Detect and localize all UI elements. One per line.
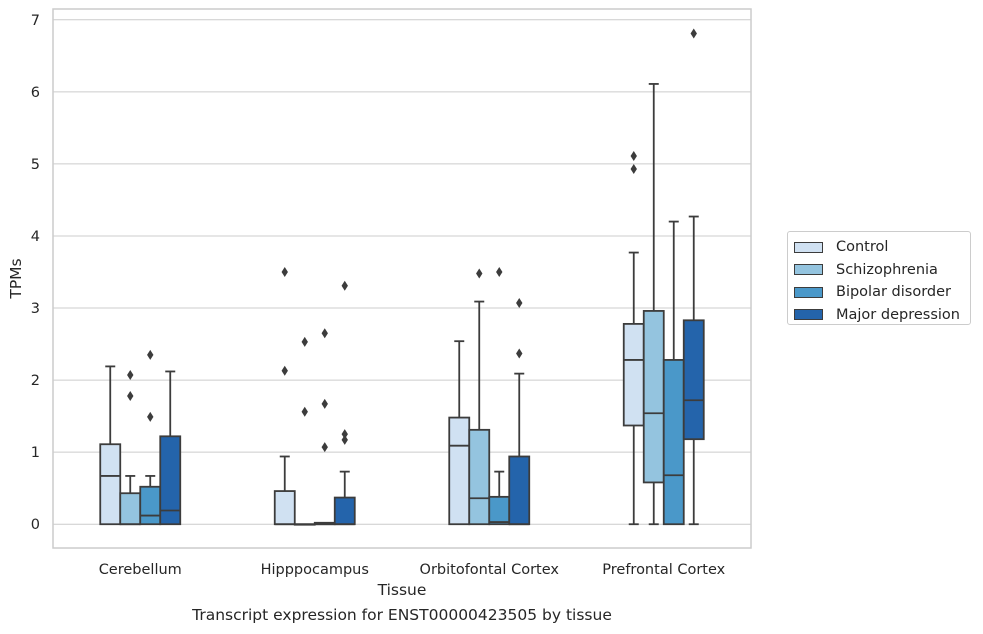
box-2-0 bbox=[139, 349, 162, 526]
box-body bbox=[622, 322, 645, 427]
box-3-3 bbox=[682, 28, 705, 526]
outlier-point bbox=[630, 163, 637, 174]
y-tick-label: 5 bbox=[31, 157, 40, 173]
legend-label: Schizophrenia bbox=[836, 261, 938, 278]
box-1-3 bbox=[642, 83, 665, 526]
outlier-point bbox=[690, 28, 697, 39]
box-0-2 bbox=[448, 340, 471, 526]
box-body bbox=[508, 455, 531, 526]
outlier-point bbox=[476, 268, 483, 279]
legend-label: Bipolar disorder bbox=[836, 284, 951, 301]
box-body bbox=[468, 428, 491, 526]
y-tick-label: 3 bbox=[31, 301, 40, 317]
y-tick-label: 7 bbox=[31, 13, 40, 29]
outlier-point bbox=[127, 370, 134, 381]
outlier-point bbox=[281, 365, 288, 376]
outlier-point bbox=[630, 151, 637, 161]
legend-swatch bbox=[794, 286, 823, 298]
box-body bbox=[159, 435, 182, 526]
box-0-3 bbox=[622, 151, 645, 526]
legend-item: Control bbox=[794, 236, 964, 259]
y-tick-label: 6 bbox=[31, 85, 40, 101]
box-2-2 bbox=[488, 267, 511, 526]
box-body bbox=[333, 496, 356, 526]
legend-label: Major depression bbox=[836, 306, 960, 323]
x-tick-label: Orbitofontal Cortex bbox=[420, 562, 560, 578]
outlier-point bbox=[496, 267, 503, 278]
x-tick-label: Cerebellum bbox=[99, 562, 182, 578]
y-tick-label: 0 bbox=[31, 517, 40, 533]
box-body bbox=[99, 443, 122, 526]
box-3-1 bbox=[333, 280, 356, 526]
outlier-point bbox=[321, 328, 328, 339]
chart-caption: Transcript expression for ENST0000042350… bbox=[192, 606, 612, 624]
outlier-point bbox=[516, 348, 523, 359]
legend-item: Major depression bbox=[794, 304, 964, 327]
y-tick-label: 1 bbox=[31, 445, 40, 461]
x-axis-label: Tissue bbox=[377, 581, 427, 599]
plot-frame bbox=[52, 8, 752, 549]
outlier-point bbox=[321, 442, 328, 453]
box-2-1 bbox=[313, 328, 336, 526]
y-tick-label: 2 bbox=[31, 373, 40, 389]
box-body bbox=[273, 490, 296, 526]
outlier-point bbox=[301, 406, 308, 417]
box-1-1 bbox=[293, 336, 316, 526]
box-body bbox=[642, 310, 665, 484]
outlier-point bbox=[516, 298, 523, 308]
outlier-point bbox=[147, 411, 154, 422]
outlier-point bbox=[127, 390, 134, 401]
legend-label: Control bbox=[836, 239, 889, 256]
box-body bbox=[662, 359, 685, 526]
legend-item: Schizophrenia bbox=[794, 259, 964, 282]
box-body bbox=[119, 492, 142, 526]
box-3-2 bbox=[508, 298, 531, 526]
outlier-point bbox=[281, 267, 288, 278]
outlier-point bbox=[147, 349, 154, 360]
outlier-point bbox=[341, 434, 348, 445]
x-tick-label: Hipppocampus bbox=[261, 562, 369, 578]
box-1-2 bbox=[468, 268, 491, 526]
box-body bbox=[488, 495, 511, 526]
y-axis-label: TPMs bbox=[7, 258, 25, 299]
outlier-point bbox=[301, 336, 308, 347]
box-3-0 bbox=[159, 370, 182, 526]
box-0-1 bbox=[273, 267, 296, 526]
y-tick-label: 4 bbox=[31, 229, 40, 245]
legend-item: Bipolar disorder bbox=[794, 281, 964, 304]
box-body bbox=[139, 485, 162, 526]
box-body bbox=[682, 319, 705, 441]
box-body bbox=[448, 416, 471, 526]
legend-swatch bbox=[794, 309, 823, 321]
outlier-point bbox=[321, 398, 328, 409]
legend: Control Schizophrenia Bipolar disorder Majo… bbox=[787, 231, 971, 325]
legend-swatch bbox=[794, 264, 823, 276]
outlier-point bbox=[341, 429, 348, 440]
outlier-point bbox=[341, 280, 348, 291]
legend-swatch bbox=[794, 241, 823, 253]
box-1-0 bbox=[119, 370, 142, 526]
x-tick-label: Prefrontal Cortex bbox=[602, 562, 725, 578]
box-2-3 bbox=[662, 220, 685, 526]
box-0-0 bbox=[99, 365, 122, 526]
